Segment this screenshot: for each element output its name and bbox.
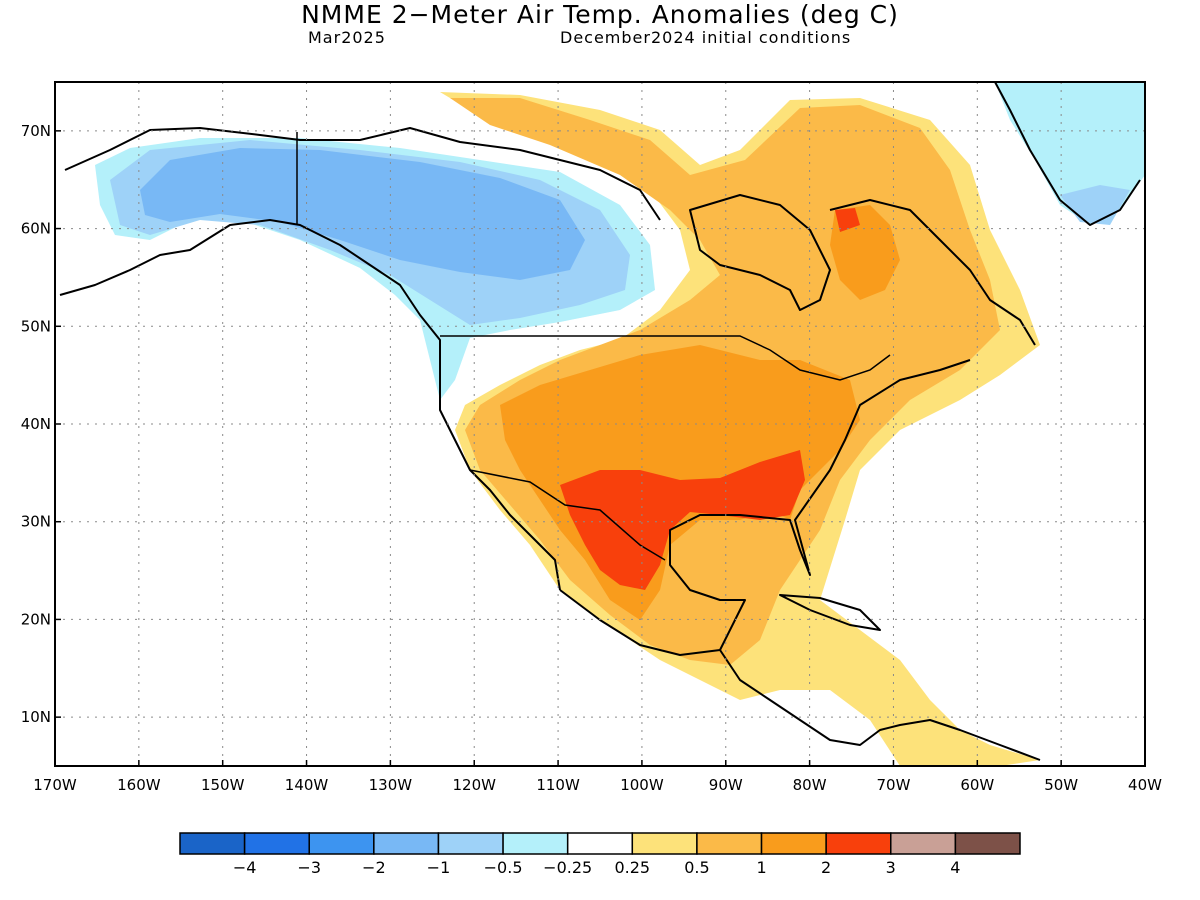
lat-tick-label: 70N [21, 122, 51, 140]
colorbar [179, 832, 1021, 855]
lon-tick-label: 160W [117, 776, 161, 794]
longitude-axis: 170W 160W 150W 140W 130W 120W 110W 100W 90W 80W 70… [33, 760, 1162, 794]
lon-tick-label: 110W [536, 776, 580, 794]
colorbar-swatch [179, 832, 246, 855]
colorbar-swatch [825, 832, 892, 855]
colorbar-swatch [954, 832, 1021, 855]
lon-tick-label: 90W [709, 776, 743, 794]
gridlines [55, 82, 1145, 766]
coastlines [59, 82, 1141, 761]
anomaly-region-warm-hot [560, 450, 805, 590]
coastline-hudson-bay [689, 194, 831, 311]
lon-tick-label: 40W [1128, 776, 1162, 794]
lat-tick-label: 50N [21, 317, 51, 335]
coastline-alaska [59, 219, 561, 591]
lon-tick-label: 100W [620, 776, 664, 794]
colorbar-label: 0.5 [684, 858, 709, 877]
colorbar-label: −2 [362, 858, 386, 877]
lat-tick-label: 60N [21, 220, 51, 238]
colorbar-labels: −4 −3 −2 −1 −0.5 −0.25 0.25 0.5 1 2 3 4 [233, 858, 961, 877]
lon-tick-label: 120W [452, 776, 496, 794]
valid-month: Mar2025 [308, 28, 386, 47]
colorbar-label: −0.5 [484, 858, 523, 877]
anomaly-region-warm-hot-labrador [835, 208, 860, 232]
colorbar-label: 3 [886, 858, 896, 877]
coastline-arctic [64, 127, 661, 221]
border-us-canada [440, 335, 891, 381]
colorbar-swatch [502, 832, 569, 855]
initial-conditions: December2024 initial conditions [560, 28, 852, 47]
coastline-greenland [994, 82, 1141, 226]
lat-tick-label: 40N [21, 415, 51, 433]
colorbar-label: 0.25 [614, 858, 650, 877]
lon-tick-label: 170W [33, 776, 77, 794]
political-borders [296, 132, 891, 561]
colorbar-label: −1 [427, 858, 451, 877]
lon-tick-label: 60W [960, 776, 994, 794]
colorbar-swatch [243, 832, 310, 855]
colorbar-swatch [696, 832, 763, 855]
colorbar-label: 4 [950, 858, 960, 877]
lon-tick-label: 140W [285, 776, 329, 794]
colorbar-swatch [437, 832, 504, 855]
colorbar-swatch [631, 832, 698, 855]
lon-tick-label: 150W [201, 776, 245, 794]
lon-tick-label: 130W [369, 776, 413, 794]
map-title: NMME 2−Meter Air Temp. Anomalies (deg C) [301, 0, 899, 29]
lat-tick-label: 10N [21, 708, 51, 726]
coastline-labrador [829, 199, 1036, 346]
colorbar-label: −3 [297, 858, 321, 877]
colorbar-label: −4 [233, 858, 257, 877]
lat-tick-label: 30N [21, 513, 51, 531]
colorbar-swatch [890, 832, 957, 855]
colorbar-swatch [566, 832, 634, 855]
anomaly-region-cool-strong [140, 148, 585, 280]
lon-tick-label: 80W [793, 776, 827, 794]
lon-tick-label: 70W [877, 776, 911, 794]
colorbar-swatch [308, 832, 375, 855]
colorbar-label: 2 [821, 858, 831, 877]
anomaly-shading [95, 82, 1145, 766]
colorbar-swatch [373, 832, 440, 855]
colorbar-swatch [760, 832, 827, 855]
border-us-mexico [469, 469, 666, 561]
lat-tick-label: 20N [21, 610, 51, 628]
lon-tick-label: 50W [1044, 776, 1078, 794]
coastline-gulf-mexico [559, 359, 971, 656]
coastline-central-america [719, 649, 1041, 761]
colorbar-label: 1 [756, 858, 766, 877]
latitude-axis: 10N 20N 30N 40N 50N 60N 70N [21, 122, 61, 726]
colorbar-label: −0.25 [543, 858, 592, 877]
